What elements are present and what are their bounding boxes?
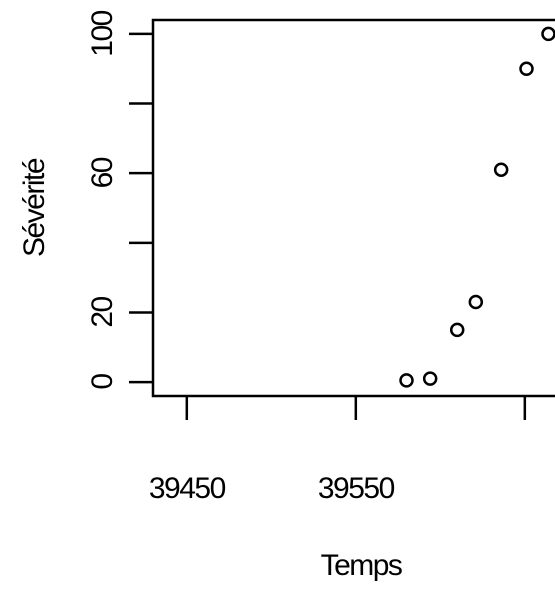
data-point bbox=[422, 371, 438, 386]
x-axis-title: Temps bbox=[321, 549, 402, 582]
data-point bbox=[541, 26, 555, 42]
y-tick-label: 60 bbox=[86, 157, 119, 188]
data-point bbox=[449, 322, 465, 338]
plot-frame bbox=[151, 18, 555, 398]
x-tick-label: 39550 bbox=[318, 472, 395, 505]
data-point bbox=[493, 162, 509, 177]
y-tick-label: 100 bbox=[86, 10, 119, 56]
data-point bbox=[399, 373, 414, 388]
data-point bbox=[468, 294, 484, 310]
y-tick-label: 0 bbox=[86, 374, 119, 390]
data-point bbox=[519, 61, 534, 76]
y-axis-title: Sévérité bbox=[18, 158, 51, 257]
y-tick-label: 20 bbox=[86, 296, 119, 327]
x-tick-label: 39450 bbox=[149, 472, 226, 505]
data-points bbox=[399, 26, 555, 388]
x-axis: 39450 39550 bbox=[149, 396, 527, 505]
y-axis: 0 20 60 100 bbox=[86, 10, 153, 390]
